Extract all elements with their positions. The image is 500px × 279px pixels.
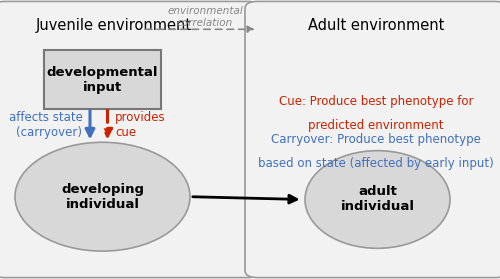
Text: affects state
(carryover): affects state (carryover) (8, 111, 83, 139)
FancyBboxPatch shape (245, 1, 500, 278)
Ellipse shape (305, 151, 450, 248)
Ellipse shape (15, 142, 190, 251)
FancyBboxPatch shape (0, 1, 260, 278)
Text: predicted environment: predicted environment (308, 119, 444, 132)
Text: Carryover: Produce best phenotype: Carryover: Produce best phenotype (272, 133, 481, 146)
Text: Cue: Produce best phenotype for: Cue: Produce best phenotype for (279, 95, 473, 108)
Text: Adult environment: Adult environment (308, 18, 444, 33)
Text: developmental
input: developmental input (47, 66, 158, 93)
Text: Juvenile environment: Juvenile environment (36, 18, 192, 33)
Text: environmental
correlation: environmental correlation (167, 6, 243, 28)
Text: provides
cue: provides cue (115, 111, 166, 139)
FancyBboxPatch shape (44, 50, 161, 109)
Text: based on state (affected by early input): based on state (affected by early input) (258, 157, 494, 170)
Text: developing
individual: developing individual (61, 183, 144, 211)
Text: adult
individual: adult individual (340, 186, 414, 213)
